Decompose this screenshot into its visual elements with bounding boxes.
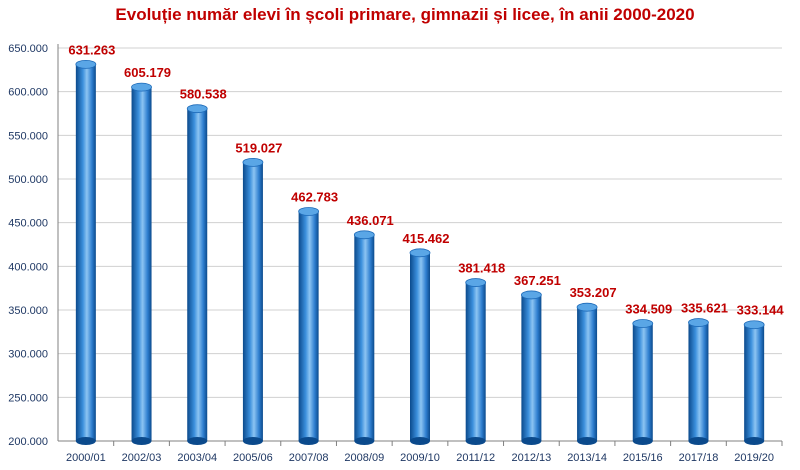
data-label: 631.263 <box>68 42 115 57</box>
bar <box>75 64 96 441</box>
bar <box>131 87 152 441</box>
y-tick-label: 450.000 <box>8 218 48 230</box>
data-label: 436.071 <box>347 213 394 228</box>
x-tick-label: 2007/08 <box>289 452 329 464</box>
y-tick-label: 250.000 <box>8 392 48 404</box>
data-label: 353.207 <box>570 285 617 300</box>
x-tick-label: 2002/03 <box>122 452 162 464</box>
bar-base <box>131 437 152 445</box>
x-tick-label: 2015/16 <box>623 452 663 464</box>
bar-base <box>354 437 375 445</box>
bar-top <box>353 230 375 240</box>
bar-top <box>131 82 152 92</box>
bar-base <box>521 437 542 445</box>
data-label: 605.179 <box>124 65 171 80</box>
x-tick-label: 2017/18 <box>679 452 719 464</box>
bar-base <box>75 437 96 445</box>
x-tick-label: 2009/10 <box>400 452 440 464</box>
bar <box>187 108 208 441</box>
data-label: 415.462 <box>403 231 450 246</box>
x-tick-label: 2008/09 <box>344 452 384 464</box>
bar <box>577 307 598 441</box>
bar-base <box>744 437 765 445</box>
bar <box>688 322 709 441</box>
bar-base <box>465 437 486 445</box>
bar-top <box>409 248 431 258</box>
bar-top <box>520 290 542 300</box>
bar <box>521 294 542 441</box>
data-label: 580.538 <box>180 87 227 102</box>
bar <box>744 324 765 441</box>
bar-top <box>576 302 598 312</box>
y-tick-label: 500.000 <box>8 174 48 186</box>
data-label: 519.027 <box>235 140 282 155</box>
bar-base <box>242 437 263 445</box>
y-tick-label: 650.000 <box>8 43 48 55</box>
bar-base <box>298 437 319 445</box>
bar-top <box>632 319 654 328</box>
bar-top <box>743 320 765 330</box>
bar <box>632 323 653 441</box>
y-tick-label: 600.000 <box>8 87 48 99</box>
bar <box>354 234 375 441</box>
y-tick-label: 200.000 <box>8 436 48 448</box>
bar-base <box>410 437 430 445</box>
bar <box>465 282 486 441</box>
y-tick-label: 350.000 <box>8 305 48 317</box>
data-label: 334.509 <box>625 302 672 317</box>
data-label: 335.621 <box>681 301 728 316</box>
bar-top <box>75 59 97 69</box>
bar <box>298 211 319 441</box>
data-label: 381.418 <box>458 261 505 276</box>
x-tick-label: 2003/04 <box>177 452 217 464</box>
bar-base <box>688 437 709 445</box>
bar-top <box>298 207 320 216</box>
y-tick-label: 400.000 <box>8 261 48 273</box>
x-tick-label: 2019/20 <box>734 452 774 464</box>
bar-base <box>632 437 653 445</box>
data-labels: 631.263 605.179 580.538 519.027 462.783 436.0… <box>68 42 784 317</box>
x-tick-label: 2005/06 <box>233 452 273 464</box>
y-tick-label: 300.000 <box>8 349 48 361</box>
bar-top <box>242 157 264 167</box>
y-tick-label: 550.000 <box>8 130 48 142</box>
bar-top <box>186 104 208 114</box>
x-tick-label: 2012/13 <box>512 452 552 464</box>
bar-top <box>688 318 709 327</box>
data-label: 333.144 <box>737 303 785 318</box>
chart-title: Evoluție număr elevi în școli primare, g… <box>115 5 694 24</box>
bar-base <box>577 437 598 445</box>
x-tick-label: 2000/01 <box>66 452 106 464</box>
bar <box>242 162 263 441</box>
axes: 200.000 250.000 300.000 350.000 400.000 450.0… <box>8 43 783 464</box>
bar <box>410 252 430 441</box>
x-tick-label: 2013/14 <box>567 452 607 464</box>
data-label: 462.783 <box>291 190 338 205</box>
x-tick-label: 2011/12 <box>456 452 495 464</box>
bar-top <box>465 278 487 287</box>
data-label: 367.251 <box>514 273 561 288</box>
bar-base <box>187 437 208 445</box>
bars <box>75 59 765 445</box>
